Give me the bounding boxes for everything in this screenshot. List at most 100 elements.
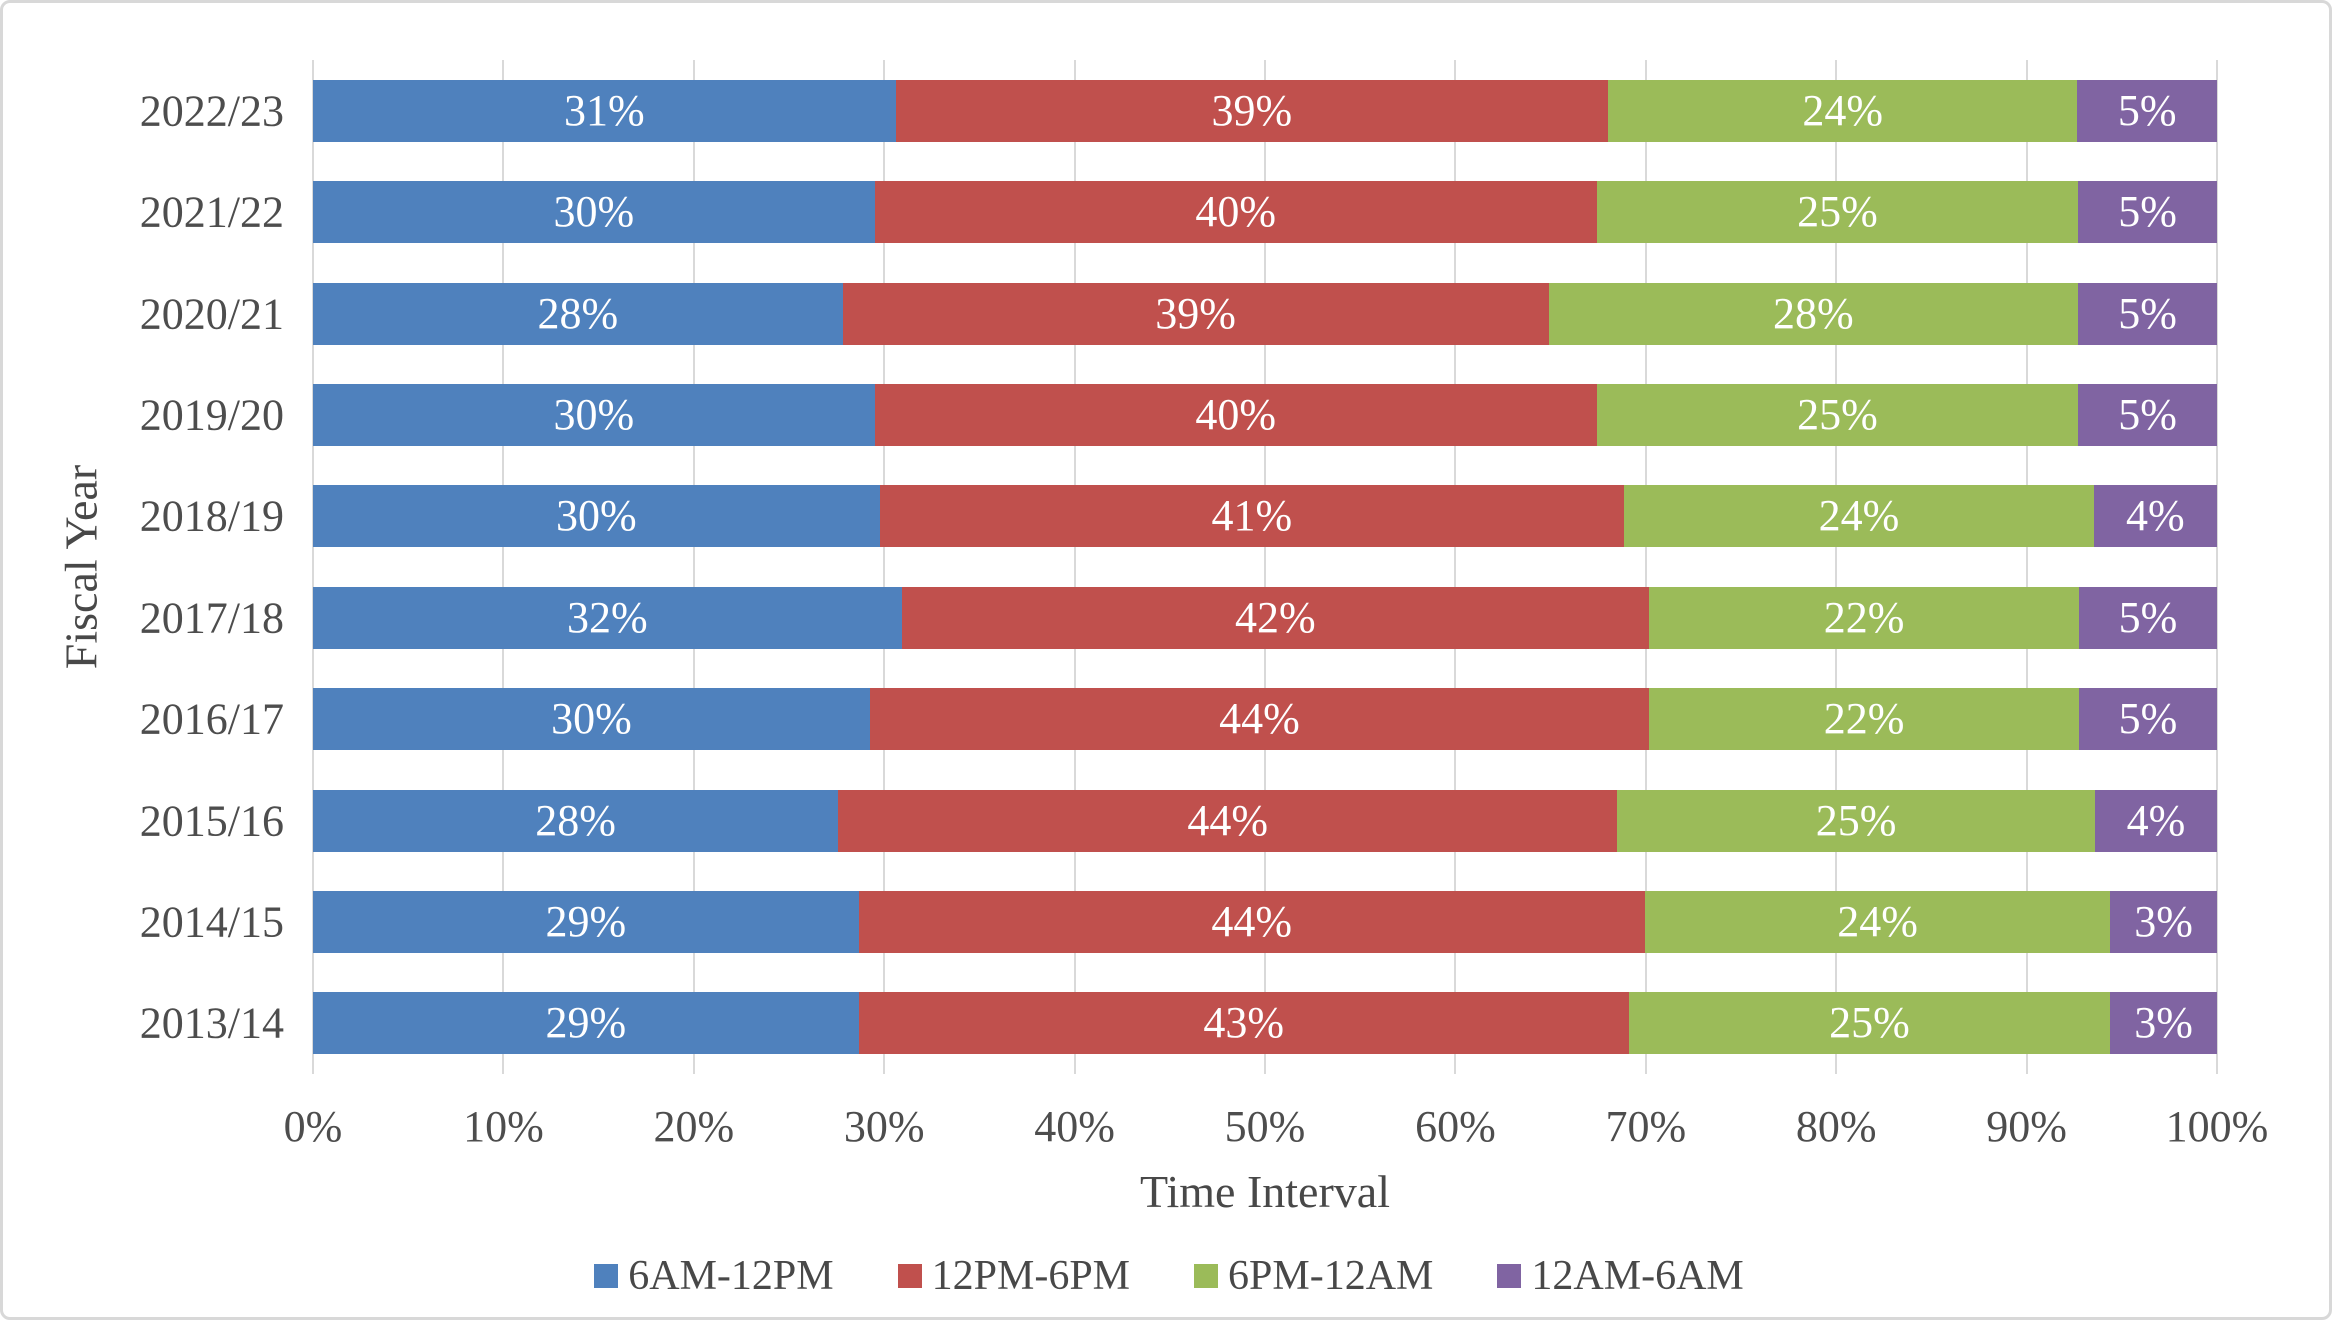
- bar-segment: 28%: [313, 789, 839, 852]
- bar-data-label: 25%: [1797, 389, 1878, 439]
- bar-data-label: 42%: [1235, 592, 1316, 642]
- bar-segment: 30%: [313, 181, 875, 244]
- bar-data-label: 25%: [1797, 187, 1878, 237]
- y-axis-title: Fiscal Year: [55, 464, 107, 670]
- bar-data-label: 29%: [545, 896, 627, 946]
- bar-data-label: 22%: [1823, 592, 1905, 642]
- bar-data-label: 40%: [1195, 389, 1276, 439]
- bar-data-label: 29%: [545, 998, 627, 1048]
- bar-data-label: 41%: [1211, 491, 1293, 541]
- bar-row-2019-20: 30% 40% 25% 5%: [313, 383, 2217, 446]
- bar-segment: 5%: [2078, 282, 2217, 345]
- legend-item-12am-6am: 12AM-6AM: [1497, 1255, 1744, 1297]
- bar-data-label: 5%: [2118, 288, 2177, 338]
- bar-segment: 22%: [1649, 688, 2079, 751]
- legend-swatch-icon: [897, 1264, 922, 1288]
- bar-data-label: 30%: [555, 491, 637, 541]
- bar-data-label: 28%: [537, 288, 619, 338]
- legend-item-6am-12pm: 6AM-12PM: [594, 1255, 834, 1297]
- bar-segment: 5%: [2078, 181, 2217, 244]
- bar-row-2022-23: 31% 39% 24% 5%: [313, 79, 2217, 142]
- bar-segment: 39%: [895, 79, 1608, 142]
- bar-segment: 4%: [2094, 789, 2217, 852]
- bar-data-label: 30%: [553, 389, 635, 439]
- bar-data-label: 25%: [1829, 998, 1910, 1048]
- y-axis-tick-label: 2016/17: [139, 694, 284, 744]
- x-axis-tick-label: 70%: [1605, 1102, 1687, 1151]
- bar-segment: 44%: [858, 890, 1645, 953]
- y-axis-tick-label: 2022/23: [139, 86, 284, 136]
- legend-swatch-icon: [1194, 1264, 1219, 1288]
- x-axis-tick-label: 0%: [283, 1102, 343, 1151]
- gridline: [1073, 60, 1076, 1074]
- bar-segment: 40%: [874, 181, 1597, 244]
- bar-data-label: 44%: [1211, 896, 1293, 946]
- x-axis-tick-label: 30%: [843, 1102, 925, 1151]
- y-axis-tick-label: 2014/15: [139, 897, 284, 947]
- y-axis-tick-label: 2017/18: [139, 593, 284, 643]
- gridline: [1644, 60, 1647, 1074]
- x-axis-tick-label: 20%: [653, 1102, 735, 1151]
- x-axis-tick-label: 40%: [1034, 1102, 1115, 1151]
- bar-data-label: 28%: [1773, 288, 1854, 338]
- bar-segment: 24%: [1608, 79, 2078, 142]
- bar-segment: 28%: [1548, 282, 2079, 345]
- bar-segment: 4%: [2093, 485, 2218, 548]
- bar-segment: 39%: [842, 282, 1549, 345]
- bar-segment: 30%: [313, 688, 870, 751]
- bar-data-label: 5%: [2118, 592, 2178, 642]
- bar-row-2017-18: 32% 42% 22% 5%: [313, 586, 2217, 649]
- bar-data-label: 24%: [1818, 491, 1900, 541]
- bar-data-label: 5%: [2118, 694, 2178, 744]
- bar-data-label: 22%: [1823, 694, 1905, 744]
- bar-data-label: 25%: [1815, 795, 1897, 845]
- bar-segment: 32%: [313, 586, 902, 649]
- bar-segment: 3%: [2110, 890, 2217, 953]
- x-axis-tick-label: 60%: [1415, 1102, 1496, 1151]
- bar-segment: 29%: [313, 992, 859, 1055]
- bar-segment: 29%: [313, 890, 859, 953]
- bar-segment: 24%: [1644, 890, 2111, 953]
- y-axis-tick-label: 2019/20: [139, 390, 284, 440]
- y-axis-tick-labels: 2022/23 2021/22 2020/21 2019/20 2018/19 2017/…: [3, 60, 298, 1074]
- gridline: [502, 60, 505, 1074]
- bar-segment: 43%: [858, 992, 1629, 1055]
- bar-row-2021-22: 30% 40% 25% 5%: [313, 181, 2217, 244]
- bar-data-label: 3%: [2134, 896, 2193, 946]
- bar-segment: 25%: [1617, 789, 2095, 852]
- bar-data-label: 44%: [1219, 694, 1300, 744]
- bar-row-2015-16: 28% 44% 25% 4%: [313, 789, 2217, 852]
- bar-segment: 5%: [2078, 383, 2217, 446]
- gridline: [692, 60, 695, 1074]
- bar-data-label: 40%: [1195, 187, 1276, 237]
- bar-segment: 44%: [838, 789, 1618, 852]
- bar-data-label: 28%: [535, 795, 616, 845]
- legend-swatch-icon: [1497, 1264, 1522, 1288]
- bar-data-label: 32%: [567, 592, 648, 642]
- bar-segment: 5%: [2077, 79, 2217, 142]
- bar-data-label: 43%: [1203, 998, 1285, 1048]
- x-axis-tick-label: 80%: [1795, 1102, 1877, 1151]
- legend-swatch-icon: [594, 1264, 619, 1288]
- gridline: [1454, 60, 1457, 1074]
- bar-segment: 25%: [1628, 992, 2111, 1055]
- x-axis-title: Time Interval: [1140, 1166, 1390, 1217]
- gridline: [312, 60, 314, 1074]
- bar-segment: 42%: [901, 586, 1650, 649]
- bar-segment: 5%: [2078, 688, 2217, 751]
- bar-row-2016-17: 30% 44% 22% 5%: [313, 688, 2217, 751]
- bar-data-label: 4%: [2125, 491, 2185, 541]
- y-axis-tick-label: 2020/21: [139, 289, 284, 338]
- bar-row-2020-21: 28% 39% 28% 5%: [313, 282, 2217, 345]
- legend-label: 12PM-6PM: [931, 1253, 1131, 1299]
- bar-data-label: 31%: [564, 85, 645, 135]
- bar-segment: 25%: [1596, 181, 2079, 244]
- bar-segment: 30%: [313, 485, 880, 548]
- y-axis-tick-label: 2018/19: [139, 491, 284, 541]
- bar-data-label: 5%: [2117, 85, 2177, 135]
- x-axis-tick-label: 10%: [463, 1102, 544, 1151]
- x-axis-tick-labels: 0% 10% 20% 30% 40% 50% 60% 70% 80% 90% 100%: [284, 1101, 2269, 1161]
- gridline: [1264, 60, 1266, 1074]
- bar-row-2018-19: 30% 41% 24% 4%: [313, 485, 2218, 548]
